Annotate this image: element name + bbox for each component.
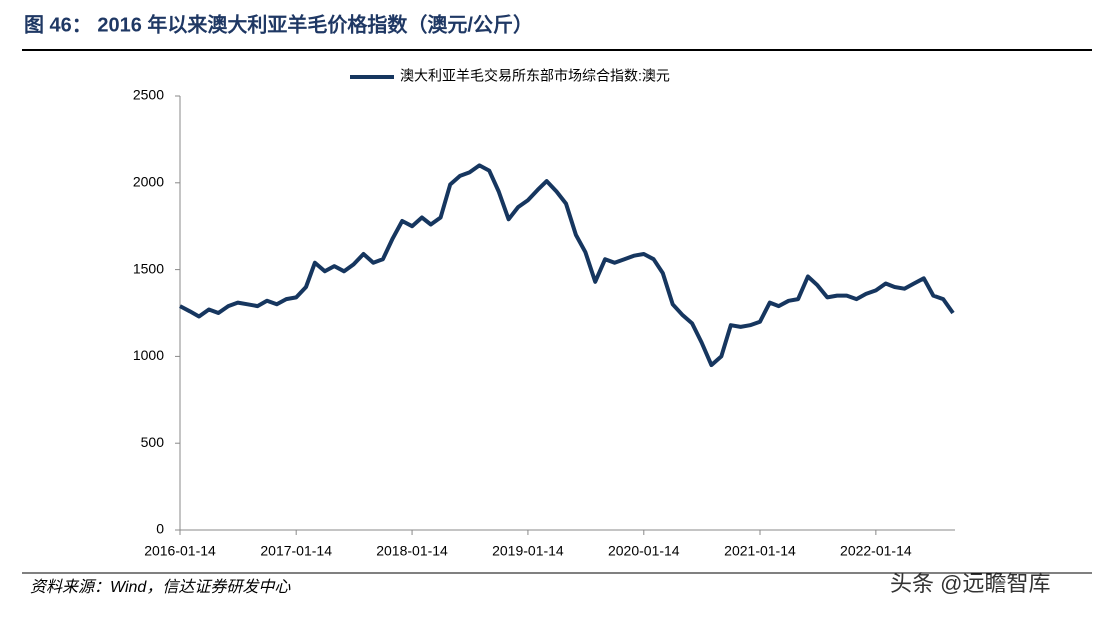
source: 资料来源：Wind，信达证券研发中心 xyxy=(30,578,291,596)
y-tick-label: 500 xyxy=(141,434,165,450)
line-series xyxy=(179,163,955,368)
legend-label: 澳大利亚羊毛交易所东部市场综合指数:澳元 xyxy=(400,68,670,84)
chart-title: 图 46： 2016 年以来澳大利亚羊毛价格指数（澳元/公斤） xyxy=(24,12,533,36)
y-tick-label: 2000 xyxy=(133,174,164,190)
x-tick-label: 2016-01-14 xyxy=(144,543,216,559)
x-tick-label: 2022-01-14 xyxy=(840,543,912,559)
y-tick-label: 2500 xyxy=(133,87,164,103)
x-tick-label: 2021-01-14 xyxy=(724,543,796,559)
y-tick-label: 1000 xyxy=(133,347,164,363)
x-tick-label: 2019-01-14 xyxy=(492,543,564,559)
x-tick-label: 2017-01-14 xyxy=(260,543,332,559)
y-tick-label: 1500 xyxy=(133,260,164,276)
x-tick-label: 2020-01-14 xyxy=(608,543,680,559)
y-tick-label: 0 xyxy=(156,521,164,537)
watermark: 头条 @远瞻智库 xyxy=(890,571,1050,596)
x-tick-label: 2018-01-14 xyxy=(376,543,448,559)
